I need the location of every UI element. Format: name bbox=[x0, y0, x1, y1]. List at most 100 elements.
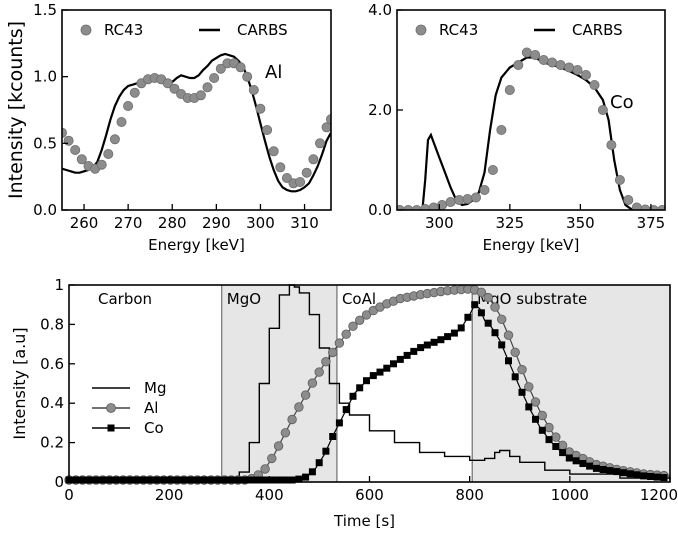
series-point-rc43 bbox=[321, 122, 331, 133]
series-point-rc43 bbox=[420, 204, 431, 210]
series-point-co bbox=[126, 476, 134, 484]
series-point-co bbox=[390, 360, 397, 368]
series-point-al bbox=[260, 464, 270, 474]
series-point-co bbox=[383, 364, 391, 372]
x-tick-label: 280 bbox=[158, 214, 187, 232]
series-point-al bbox=[280, 428, 291, 438]
legend-marker-rc43 bbox=[80, 24, 92, 36]
legend: RC43 CARBS bbox=[80, 21, 288, 39]
series-point-co bbox=[606, 467, 614, 475]
series-point-rc43 bbox=[555, 60, 566, 71]
series-point-co bbox=[477, 309, 485, 317]
series-point-rc43 bbox=[76, 154, 87, 165]
series-point-al bbox=[300, 390, 311, 400]
series-point-al bbox=[273, 441, 284, 451]
y-axis-label: Intensity [a.u] bbox=[10, 327, 29, 439]
x-tick-label: 270 bbox=[114, 214, 143, 232]
series-point-rc43 bbox=[109, 134, 120, 145]
series-point-al bbox=[361, 310, 372, 320]
series-point-co bbox=[396, 355, 404, 363]
series-point-al bbox=[334, 338, 345, 348]
series-point-co bbox=[613, 468, 621, 476]
series-point-al bbox=[557, 440, 568, 451]
legend-label-rc43: RC43 bbox=[439, 21, 478, 39]
series-point-rc43 bbox=[581, 70, 592, 81]
series-point-rc43 bbox=[255, 103, 266, 114]
series-point-rc43 bbox=[202, 82, 213, 93]
series-point-co bbox=[403, 351, 411, 359]
y-tick-label: 0.0 bbox=[33, 201, 57, 219]
series-point-rc43 bbox=[572, 65, 583, 76]
series-point-rc43 bbox=[564, 62, 575, 73]
series-point-rc43 bbox=[530, 50, 541, 61]
x-axis-label: Energy [keV] bbox=[483, 236, 580, 254]
series-point-rc43 bbox=[242, 71, 253, 82]
series-point-co bbox=[363, 377, 370, 385]
series-point-al bbox=[341, 329, 351, 339]
plot-area bbox=[397, 47, 665, 210]
plot-area bbox=[64, 284, 671, 485]
series-point-rc43 bbox=[129, 87, 140, 98]
y-axis-label: Intensity [kcounts] bbox=[5, 21, 27, 199]
series-point-rc43 bbox=[308, 154, 319, 165]
series-point-al bbox=[544, 422, 554, 433]
series-point-co bbox=[119, 476, 127, 484]
series-point-al bbox=[307, 378, 318, 388]
series-point-co bbox=[349, 392, 357, 400]
series-point-co bbox=[72, 476, 80, 484]
x-tick-label: 375 bbox=[637, 214, 666, 232]
series-point-al bbox=[483, 292, 493, 303]
series-point-co bbox=[640, 472, 648, 480]
series-point-co bbox=[430, 338, 438, 346]
series-point-rc43 bbox=[301, 167, 312, 178]
legend-label-mg: Mg bbox=[144, 379, 166, 397]
series-point-rc43 bbox=[314, 138, 325, 149]
panel-bottom: Carbon MgO CoAl MgO substrate00.20.40.60.81… bbox=[10, 276, 678, 530]
series-point-co bbox=[525, 403, 533, 411]
series-point-al bbox=[530, 397, 541, 407]
series-point-co bbox=[572, 457, 580, 465]
series-point-al bbox=[287, 414, 297, 425]
series-point-co bbox=[92, 476, 100, 484]
y-tick-label: 0.8 bbox=[40, 315, 64, 333]
series-point-co bbox=[227, 476, 235, 484]
series-point-rc43 bbox=[295, 176, 306, 187]
legend-label-carbs: CARBS bbox=[572, 21, 623, 39]
series-point-co bbox=[342, 406, 350, 414]
series-point-co bbox=[545, 436, 553, 444]
x-axis-label: Energy [keV] bbox=[148, 236, 245, 254]
series-point-al bbox=[510, 347, 520, 358]
series-line-mg bbox=[69, 284, 671, 481]
series-point-co bbox=[511, 373, 519, 381]
series-point-co bbox=[335, 419, 343, 427]
series-point-co bbox=[241, 476, 249, 484]
series-point-rc43 bbox=[521, 47, 532, 58]
x-tick-label: 350 bbox=[566, 214, 595, 232]
series-point-rc43 bbox=[496, 125, 507, 136]
y-tick-label: 0.6 bbox=[40, 355, 64, 373]
series-point-co bbox=[302, 473, 310, 481]
series-point-rc43 bbox=[162, 78, 173, 89]
y-tick-label: 0.4 bbox=[40, 394, 64, 412]
plot-frame bbox=[61, 9, 332, 211]
legend: Mg Al Co bbox=[92, 379, 166, 437]
series-point-rc43 bbox=[103, 148, 114, 159]
x-tick-label: 0 bbox=[64, 486, 74, 504]
series-point-rc43 bbox=[248, 85, 259, 96]
series-point-co bbox=[653, 473, 661, 481]
element-tag: Al bbox=[265, 62, 282, 83]
series-point-co bbox=[254, 476, 262, 484]
series-point-co bbox=[146, 476, 154, 484]
series-point-co bbox=[322, 447, 330, 455]
series-point-rc43 bbox=[606, 139, 617, 150]
legend-marker-rc43 bbox=[415, 24, 427, 36]
region-label: MgO bbox=[227, 290, 261, 308]
series-point-co bbox=[518, 388, 526, 396]
x-tick-label: 200 bbox=[155, 486, 184, 504]
series-point-co bbox=[437, 336, 445, 344]
series-point-rc43 bbox=[445, 196, 456, 207]
x-tick-label: 400 bbox=[255, 486, 284, 504]
series-point-co bbox=[647, 473, 654, 480]
series-point-rc43 bbox=[268, 146, 279, 157]
